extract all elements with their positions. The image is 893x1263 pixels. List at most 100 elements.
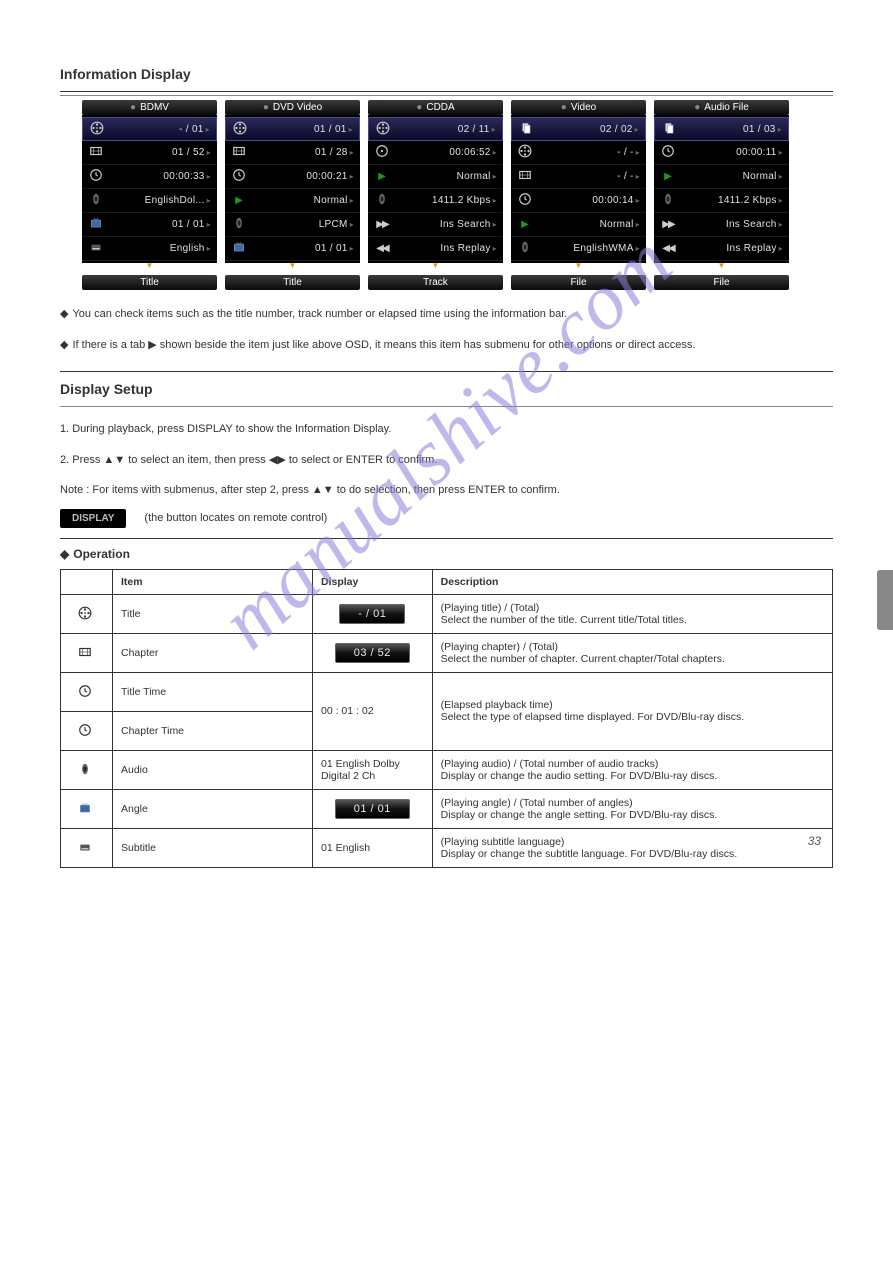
- clock-icon: [231, 168, 247, 185]
- panel-value: LPCM▸: [247, 219, 354, 230]
- spk-icon: [88, 192, 104, 209]
- panel-value: Ins Replay▸: [676, 243, 783, 254]
- info-display-header: Information Display: [60, 60, 833, 88]
- display-button[interactable]: DISPLAY: [60, 509, 126, 528]
- row-display: 00 : 01 : 02: [313, 672, 433, 750]
- panel-title: ●Video: [511, 100, 646, 115]
- reel-icon: [517, 144, 533, 161]
- spk-icon: [660, 192, 676, 209]
- info-panel: ●BDMV- / 01▸01 / 52▸00:00:33▸EnglishDol.…: [82, 100, 217, 290]
- panel-value: 00:00:33▸: [104, 171, 211, 182]
- row-item: Chapter: [113, 633, 313, 672]
- row-display: 03 / 52: [313, 633, 433, 672]
- panel-value: 00:06:52▸: [390, 147, 497, 158]
- panel-value: Normal▸: [390, 171, 497, 182]
- row-desc: (Elapsed playback time)Select the type o…: [432, 672, 832, 750]
- panel-value: 02 / 11▸: [391, 124, 496, 135]
- panel-footer: File: [654, 275, 789, 290]
- panel-row: 1411.2 Kbps▸: [654, 189, 789, 213]
- display-setup-header: Display Setup: [60, 375, 833, 403]
- row-icon: [61, 711, 113, 750]
- panel-row: ▶▶Ins Search▸: [654, 213, 789, 237]
- setup-step-2: 2. Press ▲▼ to select an item, then pres…: [60, 452, 833, 469]
- clock-icon: [88, 168, 104, 185]
- spk-icon: [517, 240, 533, 257]
- panel-value: Ins Search▸: [390, 219, 497, 230]
- panel-value: 00:00:14▸: [533, 195, 640, 206]
- panel-row: 02 / 11▸: [368, 117, 503, 141]
- panel-value: EnglishWMA▸: [533, 243, 640, 254]
- panel-value: 01 / 28▸: [247, 147, 354, 158]
- row-icon: [61, 750, 113, 789]
- panel-value: 01 / 01▸: [104, 219, 211, 230]
- panel-row: 00:06:52▸: [368, 141, 503, 165]
- panel-value: EnglishDol...▸: [104, 195, 211, 206]
- row-item: Subtitle: [113, 828, 313, 867]
- row-display: 01 English: [313, 828, 433, 867]
- panel-value: Ins Replay▸: [390, 243, 497, 254]
- panel-value: Normal▸: [676, 171, 783, 182]
- row-desc: (Playing audio) / (Total number of audio…: [432, 750, 832, 789]
- panel-title: ●Audio File: [654, 100, 789, 115]
- table-row: Audio01 English DolbyDigital 2 Ch(Playin…: [61, 750, 833, 789]
- docs-icon: [518, 121, 534, 138]
- row-icon: [61, 672, 113, 711]
- panel-row: ▶▶Ins Search▸: [368, 213, 503, 237]
- spk-icon: [374, 192, 390, 209]
- panel-row: English▸: [82, 237, 217, 261]
- panel-row: 00:00:21▸: [225, 165, 360, 189]
- clock-icon: [660, 144, 676, 161]
- info-panels-row: ●BDMV- / 01▸01 / 52▸00:00:33▸EnglishDol.…: [82, 100, 833, 290]
- table-row: Title- / 01(Playing title) / (Total)Sele…: [61, 594, 833, 633]
- disc-icon: [374, 144, 390, 161]
- tv-icon: [88, 216, 104, 233]
- panel-row: EnglishWMA▸: [511, 237, 646, 261]
- panel-row: - / 01▸: [82, 117, 217, 141]
- panel-title: ●DVD Video: [225, 100, 360, 115]
- panel-value: 01 / 01▸: [248, 124, 353, 135]
- panel-value: - / -▸: [533, 171, 640, 182]
- divider: [60, 406, 833, 407]
- th-display: Display: [313, 569, 433, 594]
- row-icon: [61, 594, 113, 633]
- operation-header: Operation: [73, 547, 130, 561]
- row-icon: [61, 633, 113, 672]
- reel-icon: [232, 121, 248, 138]
- info-table: Item Display Description Title- / 01(Pla…: [60, 569, 833, 868]
- play-icon: ▶: [517, 219, 533, 230]
- panel-row: ▶Normal▸: [511, 213, 646, 237]
- panel-title: ●BDMV: [82, 100, 217, 115]
- panel-row: 01 / 03▸: [654, 117, 789, 141]
- row-icon: [61, 828, 113, 867]
- panel-title: ●CDDA: [368, 100, 503, 115]
- row-desc: (Playing angle) / (Total number of angle…: [432, 789, 832, 828]
- divider: [60, 95, 833, 96]
- play-icon: ▶: [660, 171, 676, 182]
- row-display: 01 / 01: [313, 789, 433, 828]
- row-icon: [61, 789, 113, 828]
- panel-value: 1411.2 Kbps▸: [390, 195, 497, 206]
- th-item: Item: [113, 569, 313, 594]
- panel-value: - / 01▸: [105, 124, 210, 135]
- row-item: Audio: [113, 750, 313, 789]
- panel-footer: File: [511, 275, 646, 290]
- panel-value: 01 / 01▸: [247, 243, 354, 254]
- panel-row: ◀◀Ins Replay▸: [368, 237, 503, 261]
- info-panel: ●DVD Video01 / 01▸01 / 28▸00:00:21▸▶Norm…: [225, 100, 360, 290]
- setup-step-1: 1. During playback, press DISPLAY to sho…: [60, 421, 833, 438]
- panel-footer: Title: [225, 275, 360, 290]
- clock-icon: [517, 192, 533, 209]
- panel-row: ▶Normal▸: [654, 165, 789, 189]
- frwd-icon: ◀◀: [660, 243, 676, 254]
- play-icon: ▶: [374, 171, 390, 182]
- side-tab: [877, 570, 893, 630]
- table-row: Chapter03 / 52(Playing chapter) / (Total…: [61, 633, 833, 672]
- panel-value: 00:00:11▸: [676, 147, 783, 158]
- row-desc: (Playing title) / (Total)Select the numb…: [432, 594, 832, 633]
- table-row: Angle01 / 01(Playing angle) / (Total num…: [61, 789, 833, 828]
- film-icon: [88, 144, 104, 161]
- info-panel: ●CDDA 02 / 11▸ 00:06:52▸ ▶Normal▸ 1411.2 Kbp…: [368, 100, 503, 290]
- info-panel: ●Audio File01 / 03▸00:00:11▸▶Normal▸1411…: [654, 100, 789, 290]
- panel-footer: Track: [368, 275, 503, 290]
- film-icon: [231, 144, 247, 161]
